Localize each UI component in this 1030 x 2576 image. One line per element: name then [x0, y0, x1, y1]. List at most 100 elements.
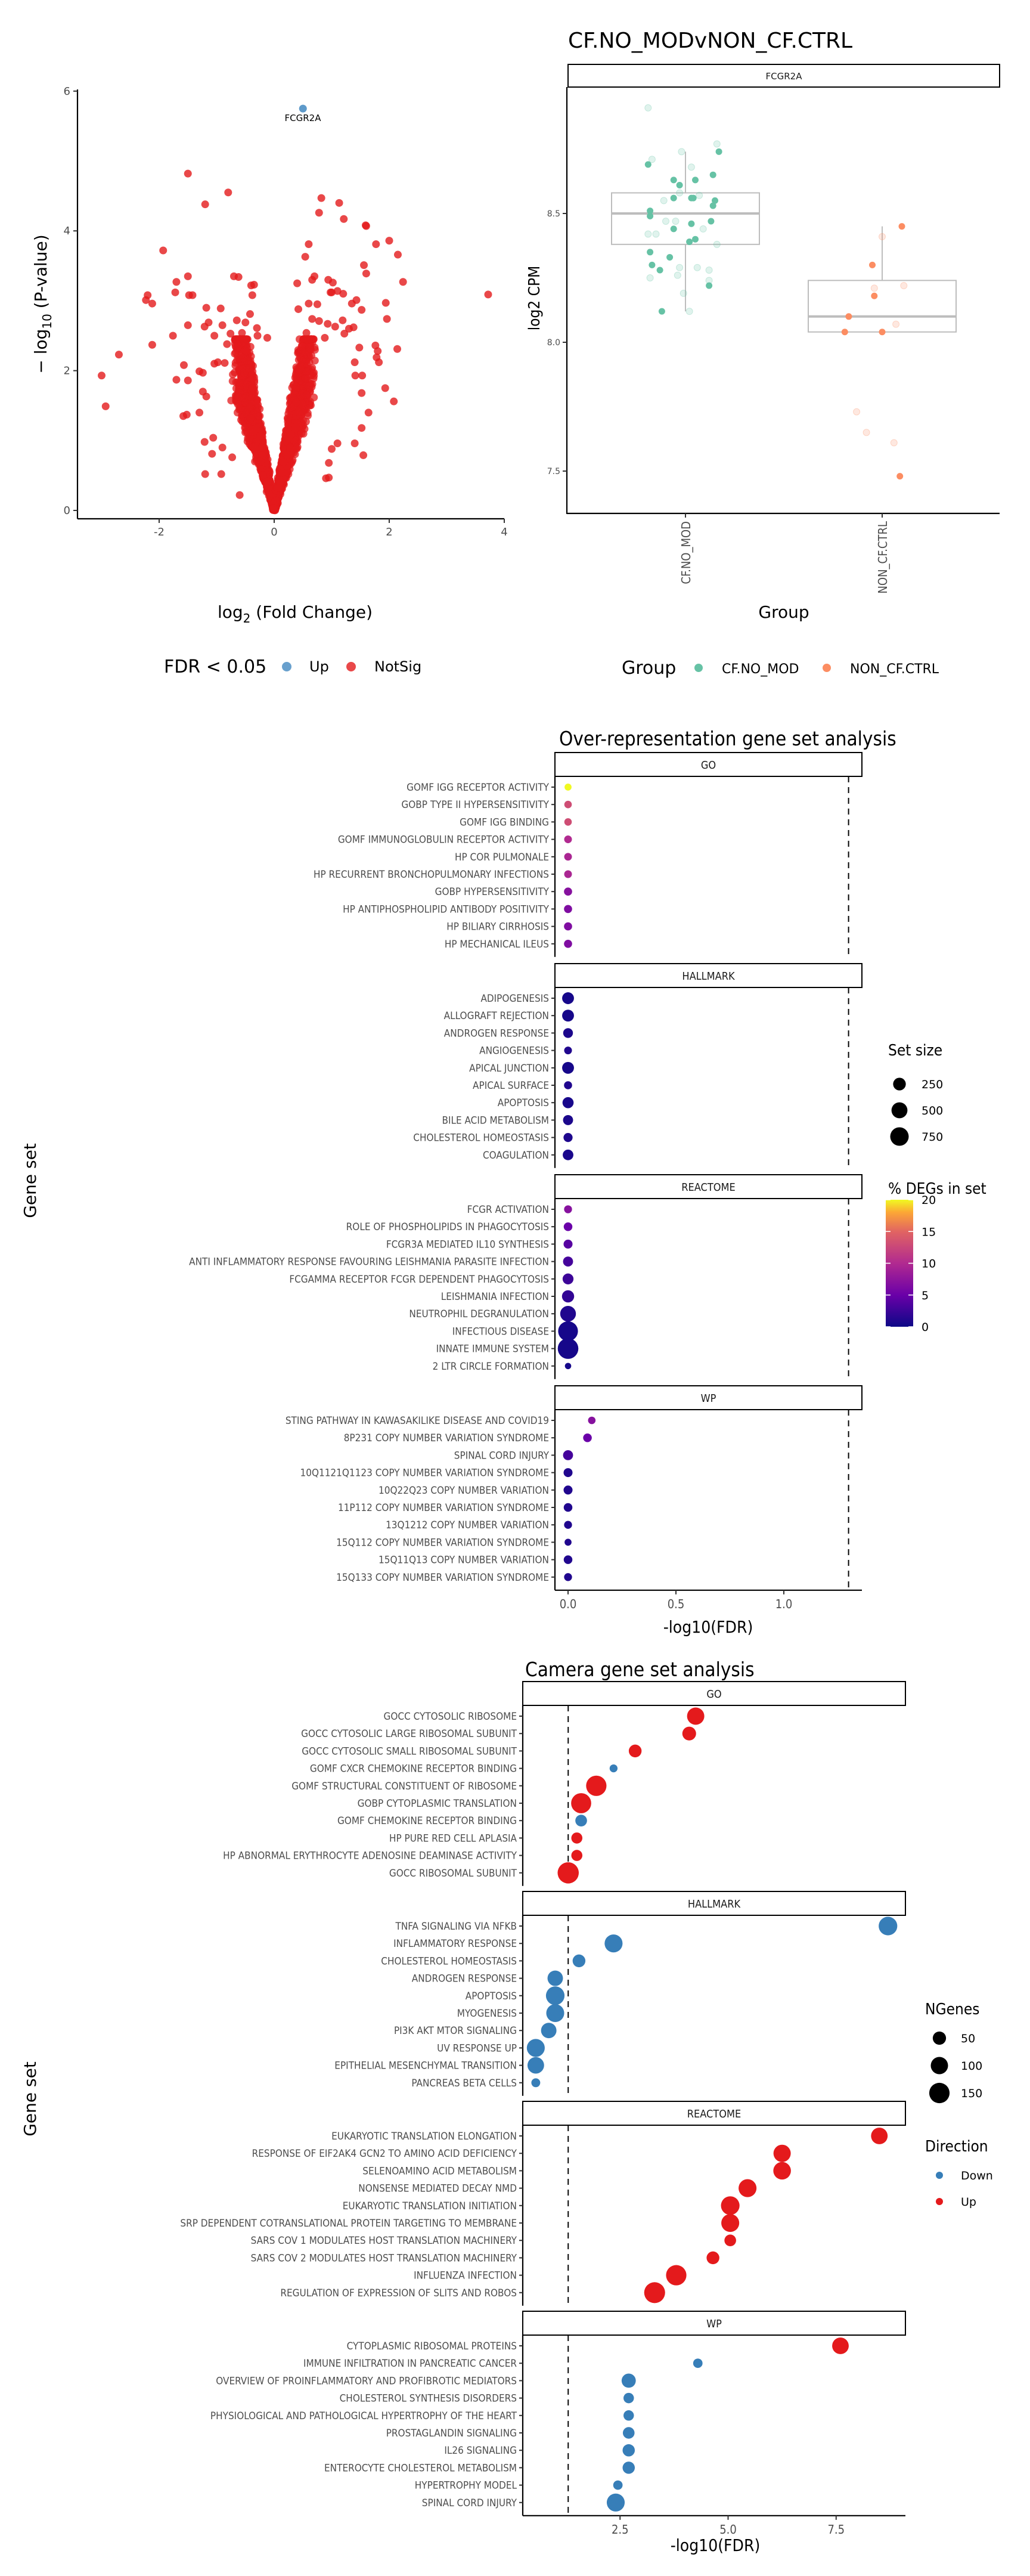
volcano-point-notsig	[283, 450, 291, 459]
volcano-point-notsig	[294, 305, 303, 313]
gene-set-dot	[871, 2128, 888, 2144]
volcano-point-notsig	[317, 194, 325, 202]
volcano-point-notsig	[251, 457, 259, 466]
box-point	[686, 239, 693, 246]
volcano-point-notsig	[358, 306, 366, 314]
camera-size-legend: 50 100 150	[929, 2031, 982, 2104]
volcano-point-notsig	[286, 444, 294, 452]
box-iqr	[808, 280, 957, 333]
gene-set-label: SARS COV 1 MODULATES HOST TRANSLATION MA…	[251, 2235, 517, 2247]
volcano-point-notsig	[98, 371, 106, 380]
boxplot-x-title: Group	[758, 602, 809, 622]
box-iqr	[611, 192, 760, 245]
gene-set-label: ENTEROCYTE CHOLESTEROL METABOLISM	[324, 2462, 517, 2474]
gene-set-label: 8P231 COPY NUMBER VARIATION SYNDROME	[344, 1432, 549, 1444]
volcano-point-notsig	[172, 278, 181, 286]
volcano-point-notsig	[310, 394, 318, 401]
facet-strip	[554, 752, 863, 777]
volcano-point-notsig	[198, 369, 207, 377]
gene-set-label: FCGR3A MEDIATED IL10 SYNTHESIS	[386, 1239, 549, 1250]
gene-set-label: ADIPOGENESIS	[480, 993, 549, 1005]
box-point	[647, 208, 654, 215]
gene-set-label: PHYSIOLOGICAL AND PATHOLOGICAL HYPERTROP…	[210, 2410, 517, 2422]
gene-set-label: GOBP HYPERSENSITIVITY	[435, 886, 550, 898]
volcano-point-notsig	[245, 404, 253, 412]
boxplot-x-tick-label: NON_CF.CTRL	[876, 521, 890, 594]
gene-set-label: OVERVIEW OF PROINFLAMMATORY AND PROFIBRO…	[216, 2375, 517, 2387]
size-legend-label: 250	[922, 1078, 943, 1091]
gene-set-label: 10Q22Q23 COPY NUMBER VARIATION	[379, 1485, 549, 1497]
gene-set-dot	[564, 1205, 572, 1213]
volcano-point-notsig	[302, 335, 311, 343]
volcano-point-notsig	[331, 323, 339, 331]
gene-set-label: HP PURE RED CELL APLASIA	[389, 1832, 517, 1844]
volcano-point-notsig	[148, 299, 156, 308]
gene-set-label: PROSTAGLANDIN SIGNALING	[386, 2428, 517, 2439]
volcano-point-notsig	[364, 408, 373, 417]
volcano-point-notsig	[235, 379, 244, 387]
facet-strip	[522, 1891, 906, 1916]
facet-strip-label: HALLMARK	[682, 970, 735, 983]
gene-set-dot	[541, 2023, 557, 2039]
volcano-y-tick-label: 4	[64, 225, 70, 237]
facet-hallmark: HALLMARK ADIPOGENESIS ALLOGRAFT REJECTION A…	[413, 963, 863, 1168]
volcano-point-notsig	[311, 272, 319, 280]
direction-legend-dot	[936, 2198, 943, 2205]
gene-set-label: SPINAL CORD INJURY	[422, 2497, 517, 2509]
volcano-point-notsig	[256, 457, 265, 466]
gene-set-dot	[563, 1256, 573, 1267]
gene-set-dot	[666, 2265, 687, 2286]
volcano-point-notsig	[339, 290, 348, 298]
volcano-point-notsig	[294, 408, 303, 416]
volcano-point-notsig	[201, 200, 209, 209]
volcano-highlight-label: FCGR2A	[285, 113, 322, 123]
volcano-point-notsig	[234, 273, 243, 281]
volcano-point-notsig	[169, 332, 177, 340]
volcano-point-notsig	[313, 300, 321, 308]
gene-set-label: HP BILIARY CIRRHOSIS	[446, 921, 549, 933]
volcano-point-notsig	[223, 340, 231, 348]
facet-hallmark: HALLMARK TNFA SIGNALING VIA NFKB INFLAMMAT…	[334, 1891, 906, 2096]
volcano-point-notsig	[232, 316, 241, 324]
volcano-point-notsig	[148, 340, 156, 349]
volcano-point-notsig	[253, 399, 261, 407]
gene-set-label: CHOLESTEROL HOMEOSTASIS	[413, 1132, 549, 1144]
box-points	[644, 104, 908, 480]
gene-set-label: 2 LTR CIRCLE FORMATION	[433, 1361, 549, 1373]
volcano-point-notsig	[350, 358, 359, 367]
gene-set-dot	[613, 2480, 623, 2490]
box-point	[670, 194, 677, 202]
size-legend-label: 500	[922, 1104, 943, 1117]
facet-reactome: REACTOME FCGR ACTIVATION ROLE OF PHOSPHOLI…	[189, 1174, 863, 1379]
gene-set-dot	[563, 1485, 573, 1495]
gene-set-dot	[563, 1503, 573, 1512]
colorbar-tick-label: 20	[922, 1194, 936, 1207]
volcano-y-tick-label: 2	[64, 365, 70, 377]
boxplot-x-tick-label: CF.NO_MOD	[679, 521, 693, 584]
gene-set-dot	[564, 939, 572, 948]
gene-set-dot	[609, 1764, 618, 1773]
box-point	[879, 329, 886, 336]
volcano-ticks: -2 0 2 4 0 2 4 6	[64, 85, 508, 538]
volcano-point-notsig	[383, 315, 391, 323]
gene-set-label: ALLOGRAFT REJECTION	[444, 1010, 549, 1022]
box-point	[693, 264, 701, 271]
gene-set-label: ANDROGEN RESPONSE	[444, 1027, 549, 1039]
gene-set-dot	[739, 2179, 757, 2197]
gene-set-dot	[721, 2213, 740, 2233]
volcano-point-notsig	[324, 320, 332, 328]
legend-cf-no-mod-label: CF.NO_MOD	[722, 662, 799, 677]
gene-set-label: NONSENSE MEDIATED DECAY NMD	[358, 2183, 517, 2195]
box-point	[672, 217, 680, 225]
gene-set-dot	[557, 1338, 579, 1359]
volcano-point-notsig	[253, 332, 262, 340]
gene-set-dot	[564, 800, 572, 809]
direction-legend-dot	[936, 2172, 943, 2179]
gene-set-dot	[563, 1028, 573, 1038]
gene-set-dot	[622, 2444, 635, 2457]
volcano-point-notsig	[240, 364, 247, 373]
boxplot-title: CF.NO_MODvNON_CF.CTRL	[568, 29, 852, 53]
gene-set-label: HP COR PULMONALE	[455, 852, 549, 863]
gene-set-label: GOCC RIBOSOMAL SUBUNIT	[389, 1868, 517, 1880]
volcano-point-notsig	[159, 246, 167, 255]
